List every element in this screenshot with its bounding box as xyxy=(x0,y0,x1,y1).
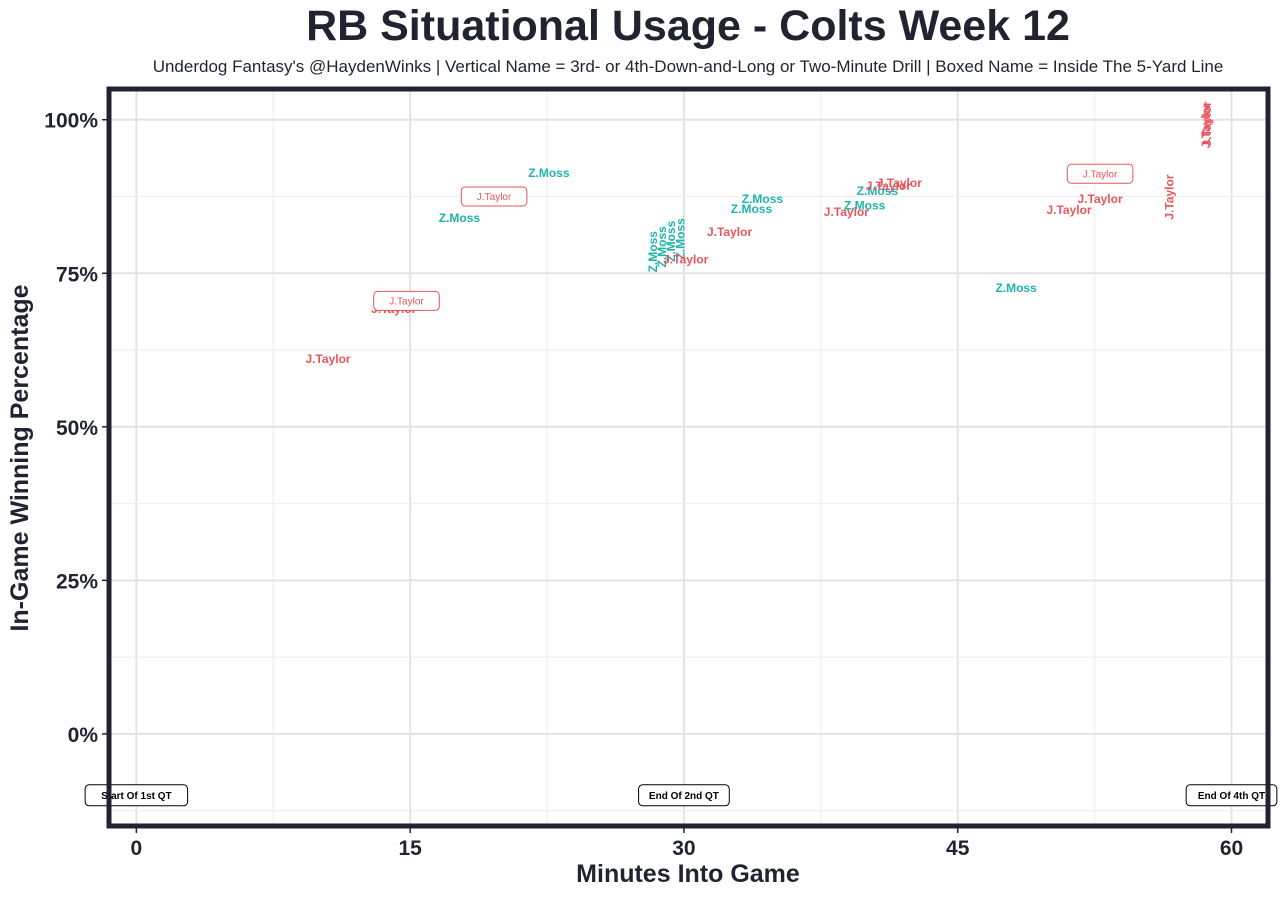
x-axis-ticks: 0 15 30 45 60 xyxy=(131,828,1243,860)
quarter-annotation: End Of 4th QT xyxy=(1185,784,1278,807)
annotation-label: End Of 4th QT xyxy=(1198,791,1265,802)
data-point-label: Z.Moss xyxy=(742,192,784,206)
y-axis-ticks: 0% 25% 50% 75% 100% xyxy=(44,110,107,747)
data-point-normal: Z.Moss xyxy=(844,199,886,213)
annotation-box xyxy=(1185,784,1278,807)
x-tick-label: 30 xyxy=(672,837,695,860)
data-point-box xyxy=(460,186,528,207)
data-point-vertical: Z.Moss xyxy=(673,218,687,260)
data-point-label: Z.Moss xyxy=(664,220,678,262)
data-point-vertical: J.Taylor xyxy=(1162,174,1176,219)
data-point-vertical: Z.Moss xyxy=(646,231,660,273)
data-point-normal: Z.Moss xyxy=(439,211,481,225)
data-point-normal: J.Taylor xyxy=(866,179,911,193)
y-axis-title: In-Game Winning Percentage xyxy=(6,284,34,631)
x-tick-label: 45 xyxy=(946,837,970,860)
data-point-label: Z.Moss xyxy=(673,218,687,260)
data-point-label: Z.Moss xyxy=(646,231,660,273)
data-point-label: Z.Moss xyxy=(731,202,773,216)
data-point-normal: J.Taylor xyxy=(824,205,869,219)
data-point-normal: J.Taylor xyxy=(877,176,922,190)
data-point-label: J.Taylor xyxy=(866,179,911,193)
data-point-vertical: Z.Moss xyxy=(664,220,678,262)
x-tick-label: 0 xyxy=(131,837,143,860)
data-point-normal: Z.Moss xyxy=(742,192,784,206)
chart-subtitle: Underdog Fantasy's @HaydenWinks | Vertic… xyxy=(152,57,1224,76)
data-point-label: J.Taylor xyxy=(389,296,424,307)
data-point-normal: J.Taylor xyxy=(663,253,708,267)
x-axis-title: Minutes Into Game xyxy=(576,860,800,888)
x-tick-label: 15 xyxy=(398,837,422,860)
x-tick-label: 60 xyxy=(1220,837,1243,860)
data-point-normal: J.Taylor xyxy=(1078,192,1123,206)
y-tick-label: 100% xyxy=(44,110,98,133)
data-point-vertical: J.Taylor xyxy=(1199,103,1213,148)
annotation-label: End Of 2nd QT xyxy=(649,791,719,802)
data-point-boxed: J.Taylor xyxy=(1066,163,1134,184)
data-point-label: J.Taylor xyxy=(305,352,350,366)
data-point-vertical: Z.Moss xyxy=(655,226,669,268)
data-point-label: Z.Moss xyxy=(528,166,570,180)
data-point-vertical: J.Taylor xyxy=(1200,101,1214,146)
data-point-label: J.Taylor xyxy=(1200,101,1214,146)
annotation-label: Start Of 1st QT xyxy=(101,791,172,802)
data-point-label: Z.Moss xyxy=(844,199,886,213)
data-point-label: Z.Moss xyxy=(439,211,481,225)
plot-border xyxy=(106,86,1271,829)
annotation-box xyxy=(638,784,730,807)
data-point-box xyxy=(1066,163,1134,184)
data-point-label: J.Taylor xyxy=(1199,103,1213,148)
quarter-annotation: End Of 2nd QT xyxy=(638,784,730,807)
data-point-normal: Z.Moss xyxy=(731,202,773,216)
y-tick-label: 0% xyxy=(68,724,99,747)
data-labels: J.TaylorJ.TaylorJ.TaylorZ.MossJ.TaylorZ.… xyxy=(305,101,1213,366)
data-point-boxed: J.Taylor xyxy=(373,290,440,311)
data-point-normal: Z.Moss xyxy=(528,166,570,180)
chart-title: RB Situational Usage - Colts Week 12 xyxy=(306,2,1070,50)
quarter-annotations: Start Of 1st QT End Of 2nd QT End Of 4th Q… xyxy=(84,784,1278,807)
data-point-label: J.Taylor xyxy=(1162,174,1176,219)
data-point-label: J.Taylor xyxy=(663,253,708,267)
data-point-boxed: J.Taylor xyxy=(460,186,528,207)
data-point-normal: J.Taylor xyxy=(1046,203,1091,217)
data-point-label: Z.Moss xyxy=(655,226,669,268)
data-point-label: J.Taylor xyxy=(1083,169,1118,180)
data-point-normal: Z.Moss xyxy=(857,184,899,198)
data-point-label: J.Taylor xyxy=(707,225,752,239)
data-point-label: J.Taylor xyxy=(1078,192,1123,206)
data-point-box xyxy=(373,290,440,311)
y-tick-label: 25% xyxy=(56,570,98,593)
data-point-normal: J.Taylor xyxy=(305,352,350,366)
y-tick-label: 50% xyxy=(56,417,98,440)
grid-lines xyxy=(109,89,1268,826)
data-point-label: Z.Moss xyxy=(995,281,1037,295)
data-point-label: J.Taylor xyxy=(877,176,922,190)
data-point-normal: Z.Moss xyxy=(995,281,1037,295)
data-point-label: Z.Moss xyxy=(857,184,899,198)
data-point-label: J.Taylor xyxy=(477,192,512,203)
data-point-label: J.Taylor xyxy=(1046,203,1091,217)
y-tick-label: 75% xyxy=(56,263,98,286)
data-point-label: J.Taylor xyxy=(824,205,869,219)
quarter-annotation: Start Of 1st QT xyxy=(84,784,189,807)
data-point-normal: J.Taylor xyxy=(707,225,752,239)
